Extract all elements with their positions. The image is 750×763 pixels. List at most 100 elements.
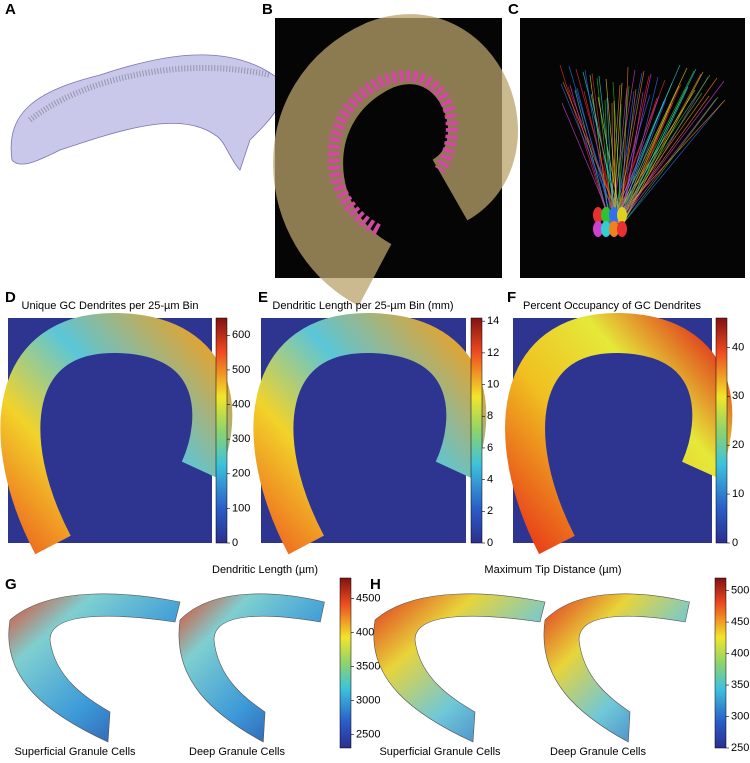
colorbar-tick-label: 40 (732, 341, 744, 353)
dendrite (621, 71, 704, 226)
dendrite (618, 83, 682, 226)
dendrite (612, 67, 688, 226)
caption: Deep Granule Cells (550, 746, 646, 758)
colorbar-tick-label: 10 (487, 378, 499, 390)
colorbar-tick-label: 400 (731, 647, 749, 659)
dendrite (621, 101, 724, 226)
panel-title: Unique GC Dendrites per 25-µm Bin (22, 300, 199, 312)
colorbar-tick-label: 2500 (356, 728, 380, 740)
surface-render (373, 593, 546, 743)
dendrite (615, 70, 645, 226)
soma (593, 207, 603, 223)
panel-label: D (5, 289, 16, 306)
colorbar-tick-label: 600 (232, 329, 250, 341)
colorbar-tick-label: 400 (232, 398, 250, 410)
colorbar (470, 317, 483, 544)
panel-title: Maximum Tip Distance (µm) (484, 564, 621, 576)
soma (593, 221, 603, 237)
soma (601, 207, 611, 223)
dendrite (591, 72, 614, 226)
neuron-panel (520, 18, 745, 278)
colorbar-tick-label: 250 (731, 742, 749, 754)
dendrite (605, 78, 620, 226)
colorbar-tick-label: 200 (232, 468, 250, 480)
caption: Superficial Granule Cells (14, 746, 136, 758)
dendrite (604, 99, 611, 226)
caption: Deep Granule Cells (189, 746, 285, 758)
dendrite (576, 87, 614, 226)
surface-render (8, 593, 181, 743)
colorbar-tick-label: 2 (487, 505, 493, 517)
colorbar-tick-label: 100 (232, 502, 250, 514)
dendrite (618, 98, 667, 226)
heatmap-ring (0, 312, 233, 555)
dendrite (598, 75, 617, 226)
dendrite (621, 96, 719, 226)
colorbar-tick-label: 4500 (356, 592, 380, 604)
colorbar-tick-label: 4 (487, 474, 493, 486)
colorbar-tick-label: 6 (487, 442, 493, 454)
colorbar-tick-label: 0 (232, 537, 238, 549)
dendrite (609, 69, 636, 226)
granule-ring (273, 14, 518, 306)
dendrite-fan (559, 64, 726, 237)
colorbar-tick-label: 0 (732, 537, 738, 549)
heatmap-ring (253, 312, 487, 555)
dendrite (615, 70, 695, 226)
colorbar (215, 317, 228, 544)
dendrite (613, 100, 617, 226)
dendrite (621, 91, 644, 226)
colorbar-tick-label: 14 (487, 315, 499, 327)
panel-title: Percent Occupancy of GC Dendrites (523, 300, 701, 312)
surface-render (178, 593, 325, 743)
panel-label: G (5, 576, 17, 593)
colorbar-tick-label: 0 (487, 537, 493, 549)
colorbar (714, 577, 727, 749)
panel-label: B (262, 1, 273, 18)
colorbar-tick-label: 20 (732, 439, 744, 451)
panel-label: F (507, 289, 516, 306)
dendrite (615, 80, 725, 226)
colorbar-tick-label: 300 (731, 710, 749, 722)
dendrite (621, 86, 689, 226)
colorbar (339, 577, 352, 749)
heatmap-ring (505, 312, 733, 555)
panel-label: H (370, 576, 381, 593)
colorbar-tick-label: 350 (731, 679, 749, 691)
soma (601, 221, 611, 237)
colorbar-tick-label: 30 (732, 390, 744, 402)
dendrite (615, 85, 680, 226)
panel-title: Dendritic Length (µm) (212, 564, 318, 576)
soma (609, 207, 619, 223)
colorbar-tick-label: 3500 (356, 660, 380, 672)
dendrite (584, 69, 611, 226)
caption: Superficial Granule Cells (379, 746, 501, 758)
colorbar-tick-label: 500 (731, 584, 749, 596)
colorbar-tick-label: 10 (732, 488, 744, 500)
colorbar-tick-label: 8 (487, 410, 493, 422)
panel-label: C (508, 1, 519, 18)
dendrite (618, 68, 697, 226)
dendrite (612, 82, 623, 226)
dendrite (618, 88, 637, 226)
colorbar-tick-label: 300 (232, 433, 250, 445)
soma (617, 207, 627, 223)
colorbar (715, 317, 728, 544)
dendrite (583, 90, 617, 226)
dendrite (615, 90, 635, 226)
soma (609, 221, 619, 237)
dendrite (606, 97, 614, 226)
dendrite (609, 94, 651, 226)
dendrite (615, 95, 660, 226)
dendrite (569, 84, 611, 226)
panel-title: Dendritic Length per 25-µm Bin (mm) (272, 300, 453, 312)
panel-label: A (5, 1, 16, 18)
dendrite (562, 81, 623, 226)
colorbar-tick-label: 12 (487, 347, 499, 359)
colorbar-tick-label: 450 (731, 616, 749, 628)
dendrite (621, 101, 674, 226)
surface-render (543, 593, 690, 743)
dendrite (621, 66, 629, 226)
dendrite (574, 89, 611, 226)
